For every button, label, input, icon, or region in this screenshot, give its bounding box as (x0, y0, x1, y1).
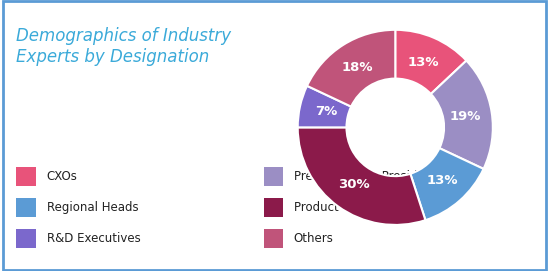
Text: R&D Executives: R&D Executives (47, 232, 141, 245)
Text: CXOs: CXOs (47, 170, 77, 183)
Text: 18%: 18% (341, 61, 373, 74)
FancyBboxPatch shape (264, 167, 283, 186)
FancyBboxPatch shape (264, 198, 283, 217)
FancyBboxPatch shape (264, 229, 283, 248)
FancyBboxPatch shape (16, 229, 36, 248)
Text: President/Vice Presidents: President/Vice Presidents (294, 170, 443, 183)
Wedge shape (307, 30, 395, 107)
Text: Regional Heads: Regional Heads (47, 201, 138, 214)
Wedge shape (395, 30, 467, 94)
Wedge shape (410, 148, 484, 220)
Text: 7%: 7% (315, 105, 337, 118)
Text: 30%: 30% (338, 179, 369, 192)
Text: 19%: 19% (450, 110, 481, 123)
Text: 13%: 13% (427, 174, 458, 187)
FancyBboxPatch shape (16, 167, 36, 186)
Text: Product Managers: Product Managers (294, 201, 400, 214)
Wedge shape (431, 61, 493, 169)
Text: Demographics of Industry
Experts by Designation: Demographics of Industry Experts by Desi… (16, 27, 232, 66)
FancyBboxPatch shape (16, 198, 36, 217)
Wedge shape (298, 86, 351, 127)
Wedge shape (298, 127, 425, 225)
Text: 13%: 13% (408, 56, 439, 69)
Text: Others: Others (294, 232, 334, 245)
